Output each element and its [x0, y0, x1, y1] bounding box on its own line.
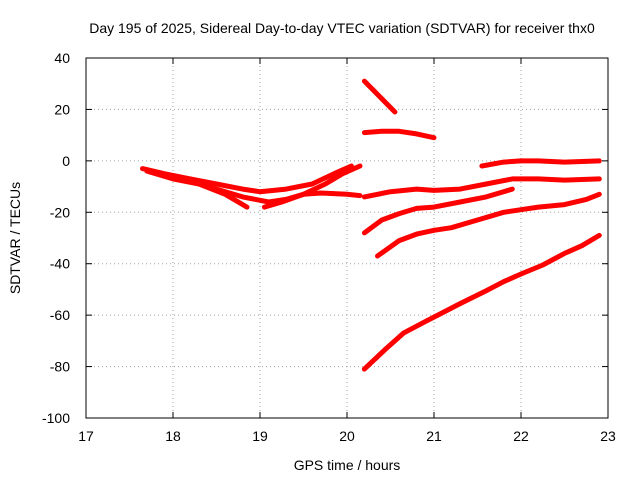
tick-marks — [85, 57, 609, 419]
y-tick-label: 40 — [54, 50, 70, 66]
x-tick-label: 19 — [252, 428, 268, 444]
series-line — [479, 158, 602, 169]
series-line — [140, 163, 354, 195]
series-line — [361, 176, 602, 200]
x-tick-label: 20 — [339, 428, 355, 444]
x-tick-label: 23 — [600, 428, 616, 444]
y-tick-label: 0 — [62, 153, 70, 169]
y-tick-labels: -100 -80 -60 -40 -20 0 20 40 — [42, 50, 70, 426]
series-group — [140, 78, 602, 372]
series-line — [361, 78, 398, 115]
y-tick-label: -60 — [50, 307, 70, 323]
series-line — [361, 232, 602, 372]
grid-lines — [86, 58, 608, 418]
y-axis-label: SDTVAR / TECUs — [7, 182, 23, 294]
chart-title: Day 195 of 2025, Sidereal Day-to-day VTE… — [89, 20, 595, 36]
y-tick-label: -20 — [50, 204, 70, 220]
y-tick-label: 20 — [54, 101, 70, 117]
y-tick-label: -100 — [42, 410, 70, 426]
series-line — [361, 128, 437, 141]
x-tick-label: 22 — [513, 428, 529, 444]
x-axis-label: GPS time / hours — [294, 457, 401, 473]
x-tick-labels: 17 18 19 20 21 22 23 — [78, 428, 616, 444]
x-tick-label: 21 — [426, 428, 442, 444]
series-line — [361, 186, 515, 236]
y-tick-label: -80 — [50, 359, 70, 375]
x-tick-label: 18 — [165, 428, 181, 444]
series-line — [375, 191, 602, 259]
series-line — [261, 163, 363, 210]
y-tick-label: -40 — [50, 256, 70, 272]
x-tick-label: 17 — [78, 428, 94, 444]
